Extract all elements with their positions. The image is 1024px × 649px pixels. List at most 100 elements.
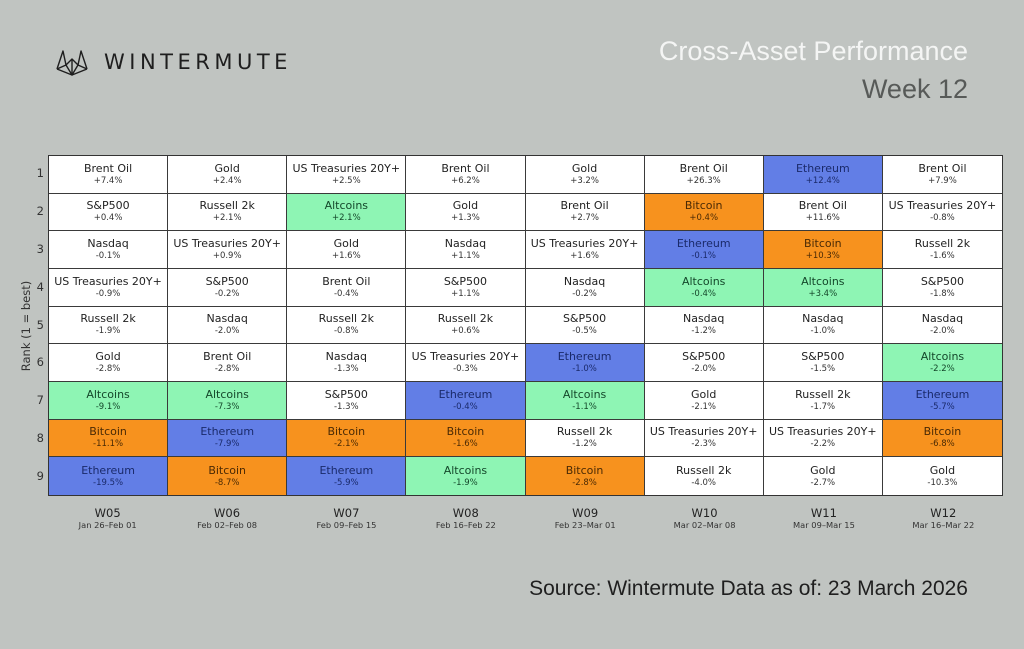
asset-return: +1.6% — [331, 251, 361, 262]
asset-name: Ethereum — [200, 425, 255, 439]
asset-return: -2.3% — [691, 439, 717, 450]
asset-name: Altcoins — [801, 274, 845, 288]
asset-return: -1.6% — [930, 251, 955, 262]
grid-cell: Brent Oil +11.6% — [763, 193, 883, 232]
grid-cell: Russell 2k +2.1% — [168, 193, 288, 232]
grid-cell: S&P500 +1.1% — [406, 269, 526, 307]
asset-name: Bitcoin — [565, 463, 604, 477]
grid-cell: Gold +2.4% — [168, 156, 288, 194]
asset-name: Gold — [691, 387, 717, 401]
week-label: W06 Feb 02–Feb 08 — [167, 506, 286, 531]
grid-cell: Altcoins -2.2% — [882, 344, 1002, 382]
asset-name: Ethereum — [557, 350, 612, 364]
asset-name: Brent Oil — [322, 274, 371, 288]
asset-return: -0.2% — [572, 288, 597, 299]
grid-cell: US Treasuries 20Y+ -0.9% — [49, 269, 169, 307]
asset-name: Bitcoin — [684, 199, 723, 213]
rank-label: 2 — [36, 203, 44, 218]
asset-return: -1.9% — [95, 326, 121, 337]
grid-cell: Gold -2.8% — [49, 344, 169, 382]
week-dates: Mar 09–Mar 15 — [793, 520, 855, 530]
grid-cell: S&P500 +0.4% — [49, 193, 169, 232]
grid-cell: Altcoins -9.1% — [49, 382, 169, 420]
grid-cell: Ethereum -5.7% — [882, 382, 1002, 420]
asset-return: -2.0% — [930, 326, 955, 337]
asset-name: Ethereum — [81, 463, 135, 477]
asset-name: Gold — [810, 463, 836, 477]
week-dates: Mar 16–Mar 22 — [912, 520, 975, 530]
grid-cell: S&P500 -0.2% — [168, 269, 288, 307]
asset-name: S&P500 — [324, 387, 368, 401]
grid-cell: Russell 2k -1.7% — [763, 382, 883, 420]
asset-name: Russell 2k — [437, 312, 494, 326]
asset-name: Brent Oil — [203, 350, 252, 364]
asset-name: Bitcoin — [208, 463, 247, 477]
grid-cell: Bitcoin +0.4% — [644, 193, 764, 232]
asset-name: Nasdaq — [87, 237, 129, 251]
asset-return: -0.1% — [691, 251, 717, 262]
grid-cell: Bitcoin -1.6% — [406, 419, 526, 458]
grid-cell: Brent Oil +7.9% — [882, 156, 1002, 194]
grid-cell: US Treasuries 20Y+ -0.3% — [406, 344, 526, 382]
asset-name: Russell 2k — [914, 237, 971, 251]
asset-name: S&P500 — [920, 274, 965, 288]
week-dates: Feb 16–Feb 22 — [435, 520, 496, 530]
asset-return: +2.7% — [570, 213, 599, 224]
grid-cell: Bitcoin +10.3% — [763, 231, 883, 269]
chart-subtitle: Week 12 — [861, 74, 968, 104]
asset-name: Bitcoin — [446, 425, 485, 439]
asset-name: Brent Oil — [441, 161, 490, 175]
asset-return: +6.2% — [451, 175, 480, 186]
grid-cell: Bitcoin -2.8% — [525, 457, 645, 495]
grid-cell: S&P500 -1.8% — [882, 269, 1002, 307]
asset-return: -1.2% — [691, 326, 717, 337]
asset-return: -1.1% — [572, 401, 597, 412]
week-number: W12 — [930, 506, 957, 520]
grid-cell: Ethereum +12.4% — [763, 156, 883, 194]
asset-return: -2.8% — [214, 364, 240, 375]
grid-cell: Bitcoin -11.1% — [49, 419, 169, 458]
week-label: W05 Jan 26–Feb 01 — [48, 506, 167, 531]
grid-cell: Russell 2k -1.9% — [49, 306, 169, 345]
week-label: W08 Feb 16–Feb 22 — [406, 506, 525, 531]
asset-return: -0.3% — [453, 364, 478, 375]
grid-cell: S&P500 -1.3% — [287, 382, 407, 420]
asset-name: Brent Oil — [560, 199, 609, 213]
asset-return: +0.9% — [212, 251, 242, 262]
asset-return: -2.0% — [691, 364, 717, 375]
week-number: W11 — [810, 506, 837, 520]
asset-return: -7.9% — [214, 439, 240, 450]
grid-cell: Altcoins -7.3% — [168, 382, 288, 420]
asset-return: +7.4% — [93, 175, 123, 186]
week-label: W09 Feb 23–Mar 01 — [526, 506, 645, 531]
grid-cell: Brent Oil +6.2% — [406, 156, 526, 194]
grid-cell: Russell 2k -4.0% — [644, 457, 764, 495]
asset-return: -1.8% — [930, 288, 955, 299]
asset-name: Gold — [929, 463, 956, 477]
grid-cell: Altcoins -1.9% — [406, 457, 526, 495]
asset-return: -2.2% — [930, 364, 955, 375]
rank-label: 9 — [36, 469, 44, 484]
asset-name: Ethereum — [676, 237, 731, 251]
asset-name: US Treasuries 20Y+ — [54, 274, 162, 288]
rank-label: 6 — [36, 355, 44, 370]
grid-cell: Altcoins -1.1% — [525, 382, 645, 420]
asset-name: S&P500 — [443, 274, 488, 288]
asset-name: Russell 2k — [676, 463, 732, 477]
grid-cell: Gold -10.3% — [882, 457, 1002, 495]
week-number: W05 — [94, 506, 121, 520]
grid-cell: Brent Oil +26.3% — [644, 156, 764, 194]
asset-name: Altcoins — [681, 274, 726, 288]
grid-cell: Nasdaq +1.1% — [406, 231, 526, 269]
grid-cell: Ethereum -19.5% — [49, 457, 169, 495]
asset-name: US Treasuries 20Y+ — [768, 425, 877, 439]
grid-cell: Altcoins +2.1% — [287, 193, 407, 232]
grid-cell: Nasdaq -0.2% — [525, 269, 645, 307]
asset-name: Gold — [571, 161, 598, 175]
grid-cell: Brent Oil +2.7% — [525, 193, 645, 232]
asset-return: -9.1% — [95, 401, 121, 412]
asset-name: Altcoins — [920, 350, 965, 364]
asset-name: Gold — [333, 237, 359, 251]
grid-cell: Bitcoin -8.7% — [168, 457, 288, 495]
asset-return: -7.3% — [214, 401, 240, 412]
